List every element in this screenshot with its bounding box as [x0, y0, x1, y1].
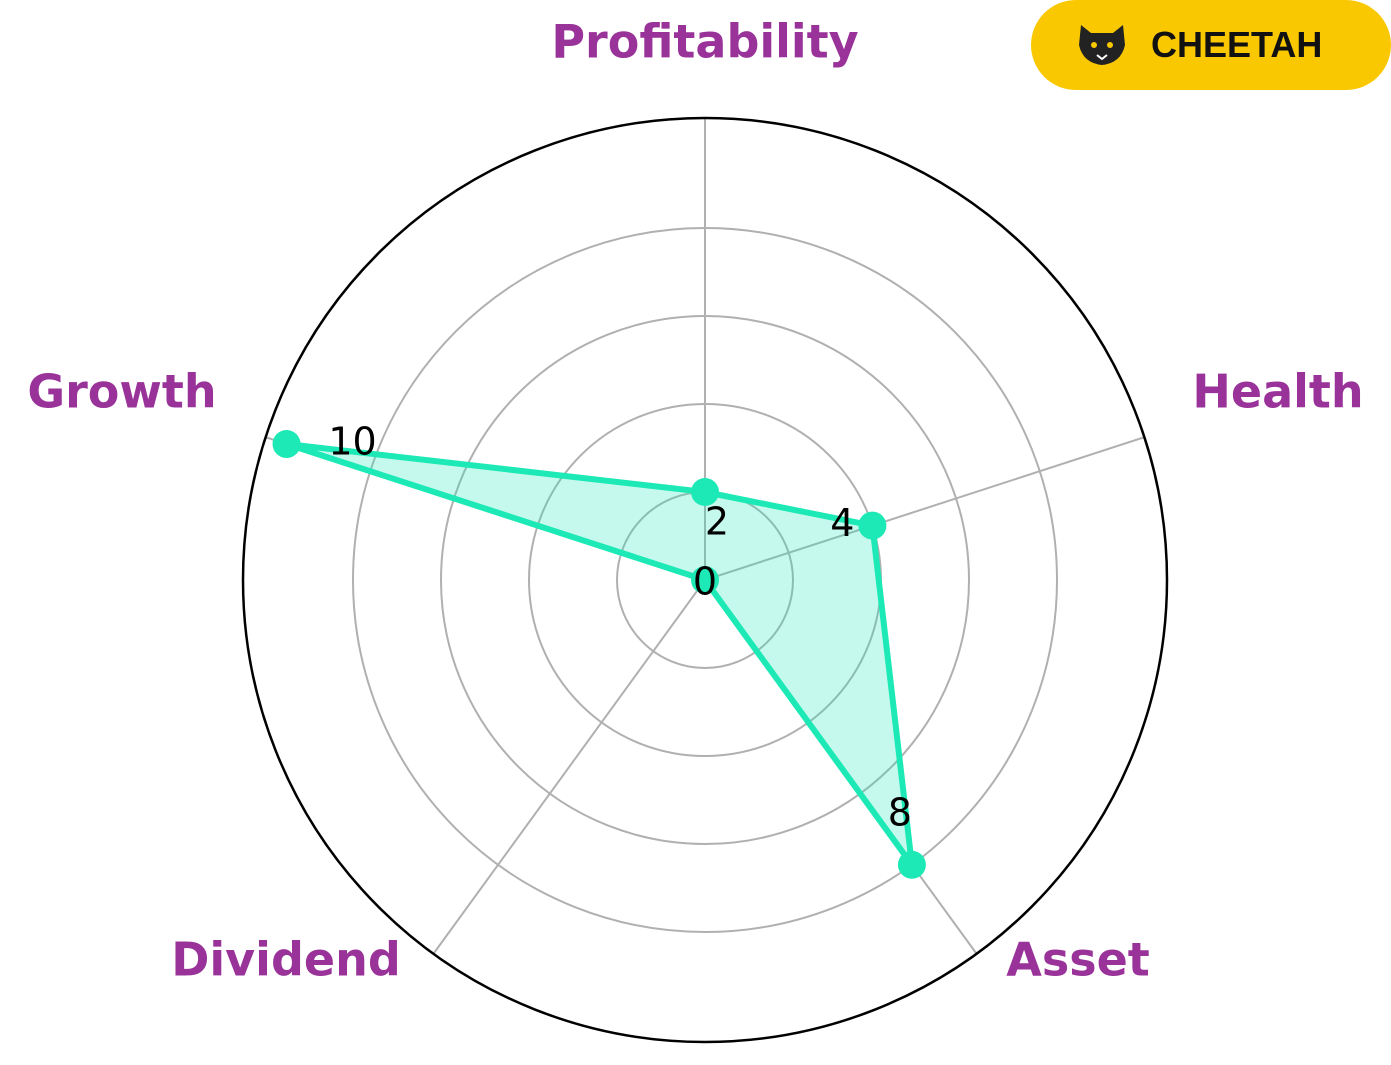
- logo-badge: CHEETAH: [1031, 0, 1391, 90]
- category-label: Growth: [27, 365, 216, 419]
- category-label: Health: [1192, 365, 1363, 419]
- radar-area: [283, 441, 915, 868]
- spoke: [704, 436, 1145, 581]
- outer-ring: [241, 116, 1169, 1044]
- radar-point: [691, 478, 719, 506]
- logo-text: CHEETAH: [1151, 24, 1323, 65]
- value-label: 0: [693, 560, 717, 604]
- value-label: 8: [888, 790, 912, 834]
- radar-point: [897, 850, 926, 879]
- logo-icon: [1079, 25, 1125, 65]
- category-label: Dividend: [171, 933, 401, 987]
- radar-point: [858, 511, 887, 540]
- radar-point: [691, 566, 719, 594]
- category-label: Profitability: [551, 15, 858, 69]
- value-label: 10: [328, 420, 376, 464]
- category-label: Asset: [1006, 933, 1150, 987]
- spoke: [432, 579, 706, 955]
- value-label: 4: [830, 501, 854, 545]
- radar-point: [272, 430, 301, 459]
- value-label: 2: [705, 500, 729, 544]
